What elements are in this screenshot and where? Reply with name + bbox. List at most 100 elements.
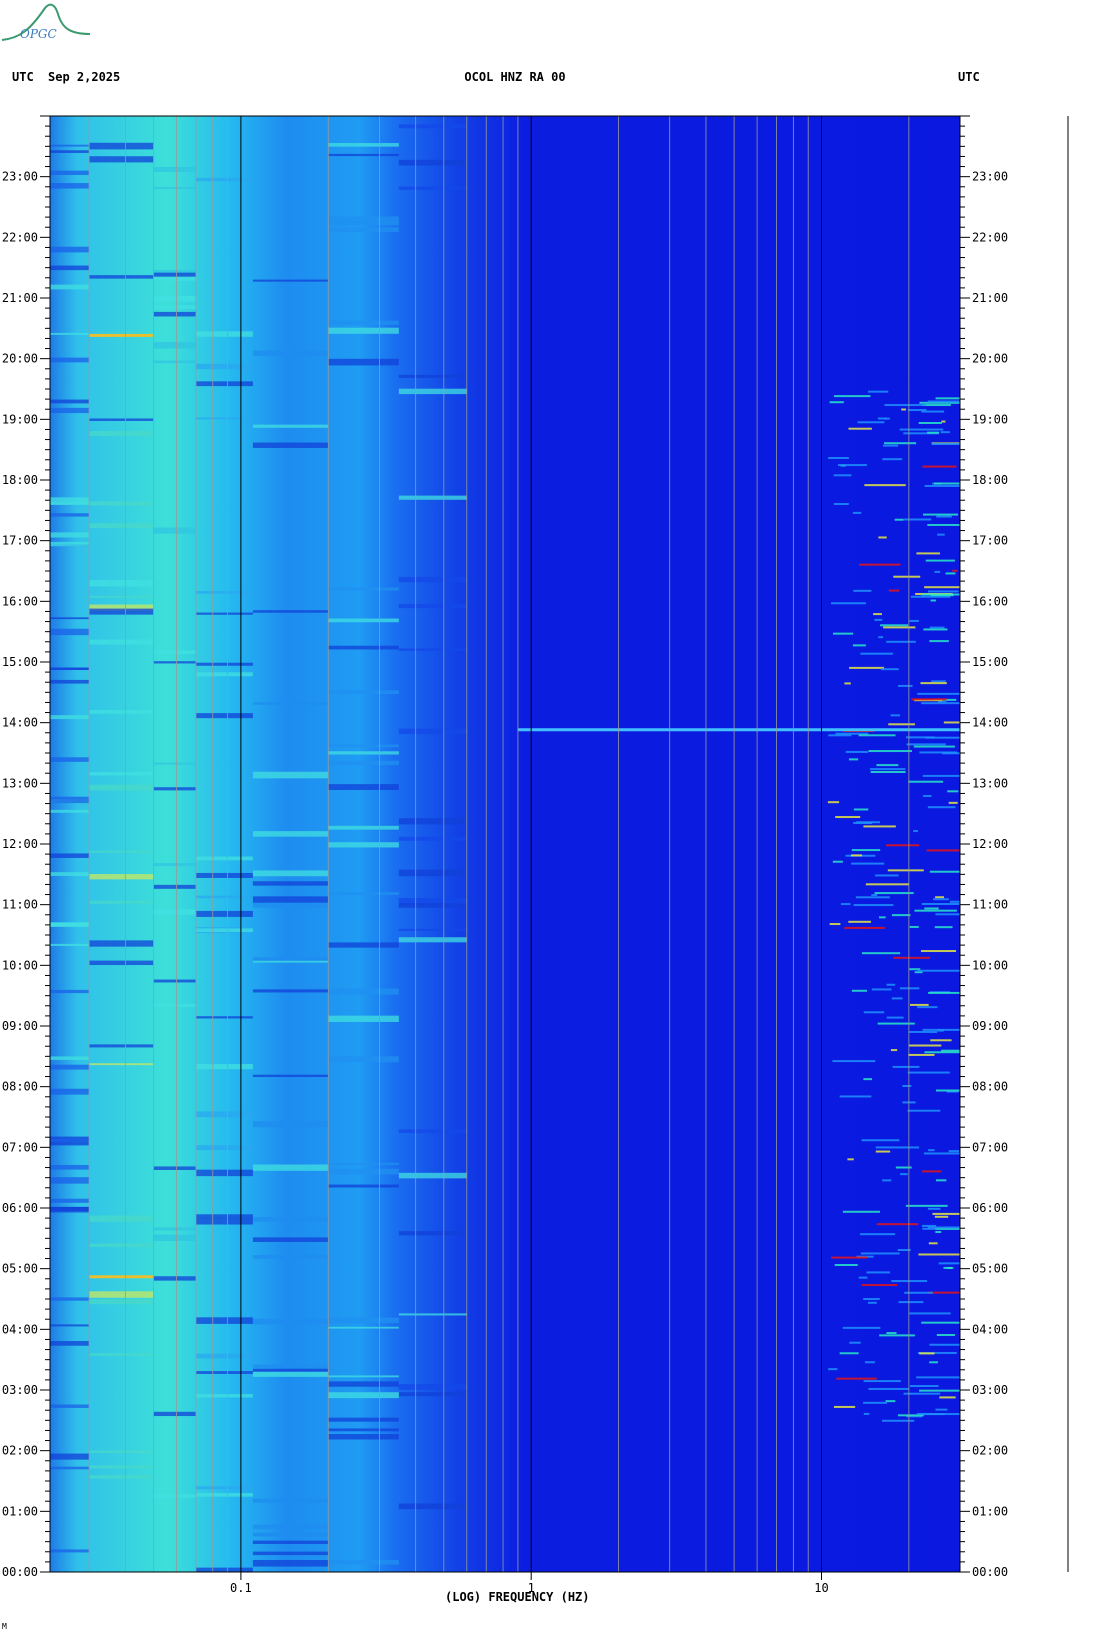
heatmap-activity (831, 1256, 868, 1259)
heatmap-band (398, 1231, 467, 1236)
heatmap-activity (863, 1380, 901, 1383)
heatmap-activity (839, 1095, 872, 1098)
heatmap-band (50, 1466, 90, 1470)
heatmap-activity (891, 997, 903, 1000)
heatmap-activity (882, 458, 903, 461)
heatmap-band (195, 928, 253, 933)
heatmap-activity (842, 1326, 881, 1329)
x-tick-label: 0.1 (230, 1581, 252, 1595)
y-tick-label: 12:00 (2, 837, 38, 851)
y-tick-label: 15:00 (972, 655, 1008, 669)
heatmap-band (153, 1234, 196, 1241)
heatmap-activity (883, 417, 890, 420)
heatmap-band (50, 1324, 90, 1327)
heatmap-activity (894, 518, 904, 521)
heatmap-activity (863, 825, 896, 828)
heatmap-band (398, 1172, 467, 1179)
heatmap-band (328, 988, 399, 995)
opgc-logo: OPGC (1, 3, 91, 41)
y-tick-label: 03:00 (2, 1383, 38, 1397)
spectrogram-heatmap (50, 116, 960, 1572)
heatmap-band (153, 272, 196, 277)
heatmap-activity (921, 593, 960, 596)
heatmap-activity (917, 1351, 957, 1354)
heatmap-activity (929, 640, 949, 643)
y-tick-label: 18:00 (972, 473, 1008, 487)
heatmap-band (50, 922, 90, 927)
heatmap-activity (927, 1291, 960, 1294)
heatmap-band (50, 532, 90, 538)
heatmap-band (328, 358, 399, 366)
heatmap-band (328, 690, 399, 695)
heatmap-band (153, 167, 196, 172)
heatmap-activity (853, 822, 873, 825)
heatmap-band (89, 156, 154, 163)
y-tick-label: 09:00 (2, 1019, 38, 1033)
heatmap-activity (921, 410, 945, 413)
heatmap-band (50, 541, 90, 547)
heatmap-band (328, 153, 399, 157)
heatmap-activity (935, 1179, 947, 1182)
heatmap-activity (844, 926, 885, 929)
heatmap-activity (863, 1078, 873, 1081)
heatmap-band (252, 279, 329, 282)
heatmap-activity (847, 1158, 854, 1161)
heatmap-band (328, 587, 399, 591)
y-tick-label: 06:00 (972, 1201, 1008, 1215)
heatmap-band (89, 772, 154, 776)
heatmap-band (89, 850, 154, 853)
heatmap-activity (853, 808, 869, 811)
heatmap-band (50, 399, 90, 404)
frequency-gridlines (88, 116, 961, 1572)
heatmap-activity (919, 1389, 960, 1392)
y-tick-label: 21:00 (2, 291, 38, 305)
heatmap-band (195, 1353, 253, 1359)
heatmap-activity (885, 844, 920, 847)
heatmap-activity (886, 1016, 904, 1019)
heatmap-band (328, 1184, 399, 1188)
heatmap-activity (935, 896, 945, 899)
heatmap-activity (868, 750, 912, 753)
heatmap-activity (922, 1170, 942, 1173)
heatmap-band (195, 1394, 253, 1398)
heatmap-activity (952, 569, 958, 572)
heatmap-band (50, 1297, 90, 1301)
heatmap-band (153, 650, 196, 655)
heatmap-activity (927, 1207, 941, 1210)
heatmap-activity (907, 409, 927, 412)
heatmap-band (50, 357, 90, 363)
heatmap-activity (903, 1392, 941, 1395)
heatmap-activity (916, 1376, 960, 1379)
heatmap-band (328, 1392, 399, 1399)
heatmap-band (153, 1227, 196, 1231)
heatmap-activity (917, 969, 960, 972)
heatmap-activity (937, 533, 945, 536)
heatmap-activity (899, 987, 920, 990)
heatmap-band (50, 170, 90, 175)
heatmap-band (89, 1243, 154, 1247)
heatmap-activity (908, 1053, 935, 1056)
heatmap-band (195, 612, 253, 615)
heatmap-band (195, 417, 253, 420)
heatmap-activity (863, 1011, 885, 1014)
heatmap-activity (910, 1003, 929, 1006)
heatmap-activity (855, 896, 890, 899)
heatmap-band (89, 1063, 154, 1066)
heatmap-activity (888, 723, 915, 726)
heatmap-activity (828, 456, 849, 459)
heatmap-activity (913, 830, 919, 833)
heatmap-band (328, 784, 399, 790)
heatmap-band (89, 1291, 154, 1298)
heatmap-activity (903, 432, 940, 435)
heatmap-band (398, 928, 467, 931)
heatmap-activity (929, 870, 960, 873)
heatmap-activity (923, 513, 959, 516)
heatmap-band (398, 374, 467, 378)
heatmap-activity (945, 572, 956, 575)
heatmap-band (89, 960, 154, 966)
heatmap-activity (878, 636, 883, 639)
heatmap-activity (926, 849, 960, 852)
heatmap-band (153, 661, 196, 664)
heatmap-activity (938, 700, 947, 703)
heatmap-band (252, 1371, 329, 1377)
